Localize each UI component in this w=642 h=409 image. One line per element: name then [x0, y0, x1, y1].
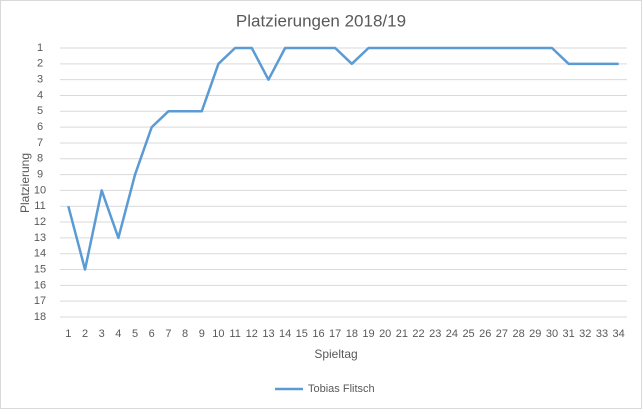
y-tick-label: 8 — [37, 153, 43, 165]
x-tick-label: 23 — [429, 328, 441, 340]
y-tick-label: 15 — [34, 263, 46, 275]
y-tick-label: 7 — [37, 137, 43, 149]
x-tick-label: 6 — [149, 328, 155, 340]
x-tick-label: 31 — [563, 328, 575, 340]
y-tick-label: 4 — [37, 89, 43, 101]
x-tick-label: 25 — [462, 328, 474, 340]
y-tick-label: 10 — [34, 184, 46, 196]
x-tick-label: 2 — [82, 328, 88, 340]
x-tick-label: 7 — [165, 328, 171, 340]
y-tick-label: 12 — [34, 216, 46, 228]
x-tick-label: 4 — [115, 328, 121, 340]
x-tick-label: 9 — [199, 328, 205, 340]
x-tick-label: 33 — [596, 328, 608, 340]
x-tick-label: 34 — [613, 328, 625, 340]
x-tick-label: 18 — [346, 328, 358, 340]
x-tick-label: 8 — [182, 328, 188, 340]
y-tick-label: 17 — [34, 295, 46, 307]
y-tick-label: 2 — [37, 58, 43, 70]
y-tick-label: 14 — [34, 248, 46, 260]
y-tick-label: 11 — [34, 200, 45, 212]
y-tick-label: 16 — [34, 279, 46, 291]
x-tick-label: 13 — [262, 328, 274, 340]
x-tick-label: 26 — [479, 328, 491, 340]
y-tick-label: 5 — [37, 105, 43, 117]
x-tick-label: 15 — [296, 328, 308, 340]
x-tick-label: 14 — [279, 328, 291, 340]
x-tick-label: 32 — [579, 328, 591, 340]
x-tick-label: 5 — [132, 328, 138, 340]
x-tick-label: 3 — [99, 328, 105, 340]
x-tick-label: 11 — [229, 328, 240, 340]
x-tick-label: 19 — [362, 328, 374, 340]
x-axis-title: Spieltag — [314, 347, 357, 361]
x-tick-label: 29 — [529, 328, 541, 340]
x-tick-label: 27 — [496, 328, 508, 340]
x-tick-label: 21 — [396, 328, 408, 340]
x-tick-label: 28 — [512, 328, 524, 340]
data-line — [67, 46, 619, 271]
x-tick-label: 22 — [412, 328, 424, 340]
y-tick-label: 9 — [37, 168, 43, 180]
legend-label: Tobias Flitsch — [308, 383, 375, 395]
y-axis-title: Platzierung — [18, 153, 32, 213]
y-tick-label: 13 — [34, 232, 46, 244]
x-tick-label: 12 — [246, 328, 258, 340]
chart-title: Platzierungen 2018/19 — [236, 11, 406, 30]
y-tick-label: 1 — [37, 42, 43, 54]
x-tick-label: 1 — [65, 328, 71, 340]
y-tick-label: 6 — [37, 121, 43, 133]
x-tick-label: 17 — [329, 328, 341, 340]
x-tick-label: 20 — [379, 328, 391, 340]
y-tick-label: 3 — [37, 74, 43, 86]
x-tick-label: 24 — [446, 328, 458, 340]
y-tick-label: 18 — [34, 311, 46, 323]
x-tick-label: 10 — [212, 328, 224, 340]
x-tick-label: 30 — [546, 328, 558, 340]
x-tick-label: 16 — [312, 328, 324, 340]
